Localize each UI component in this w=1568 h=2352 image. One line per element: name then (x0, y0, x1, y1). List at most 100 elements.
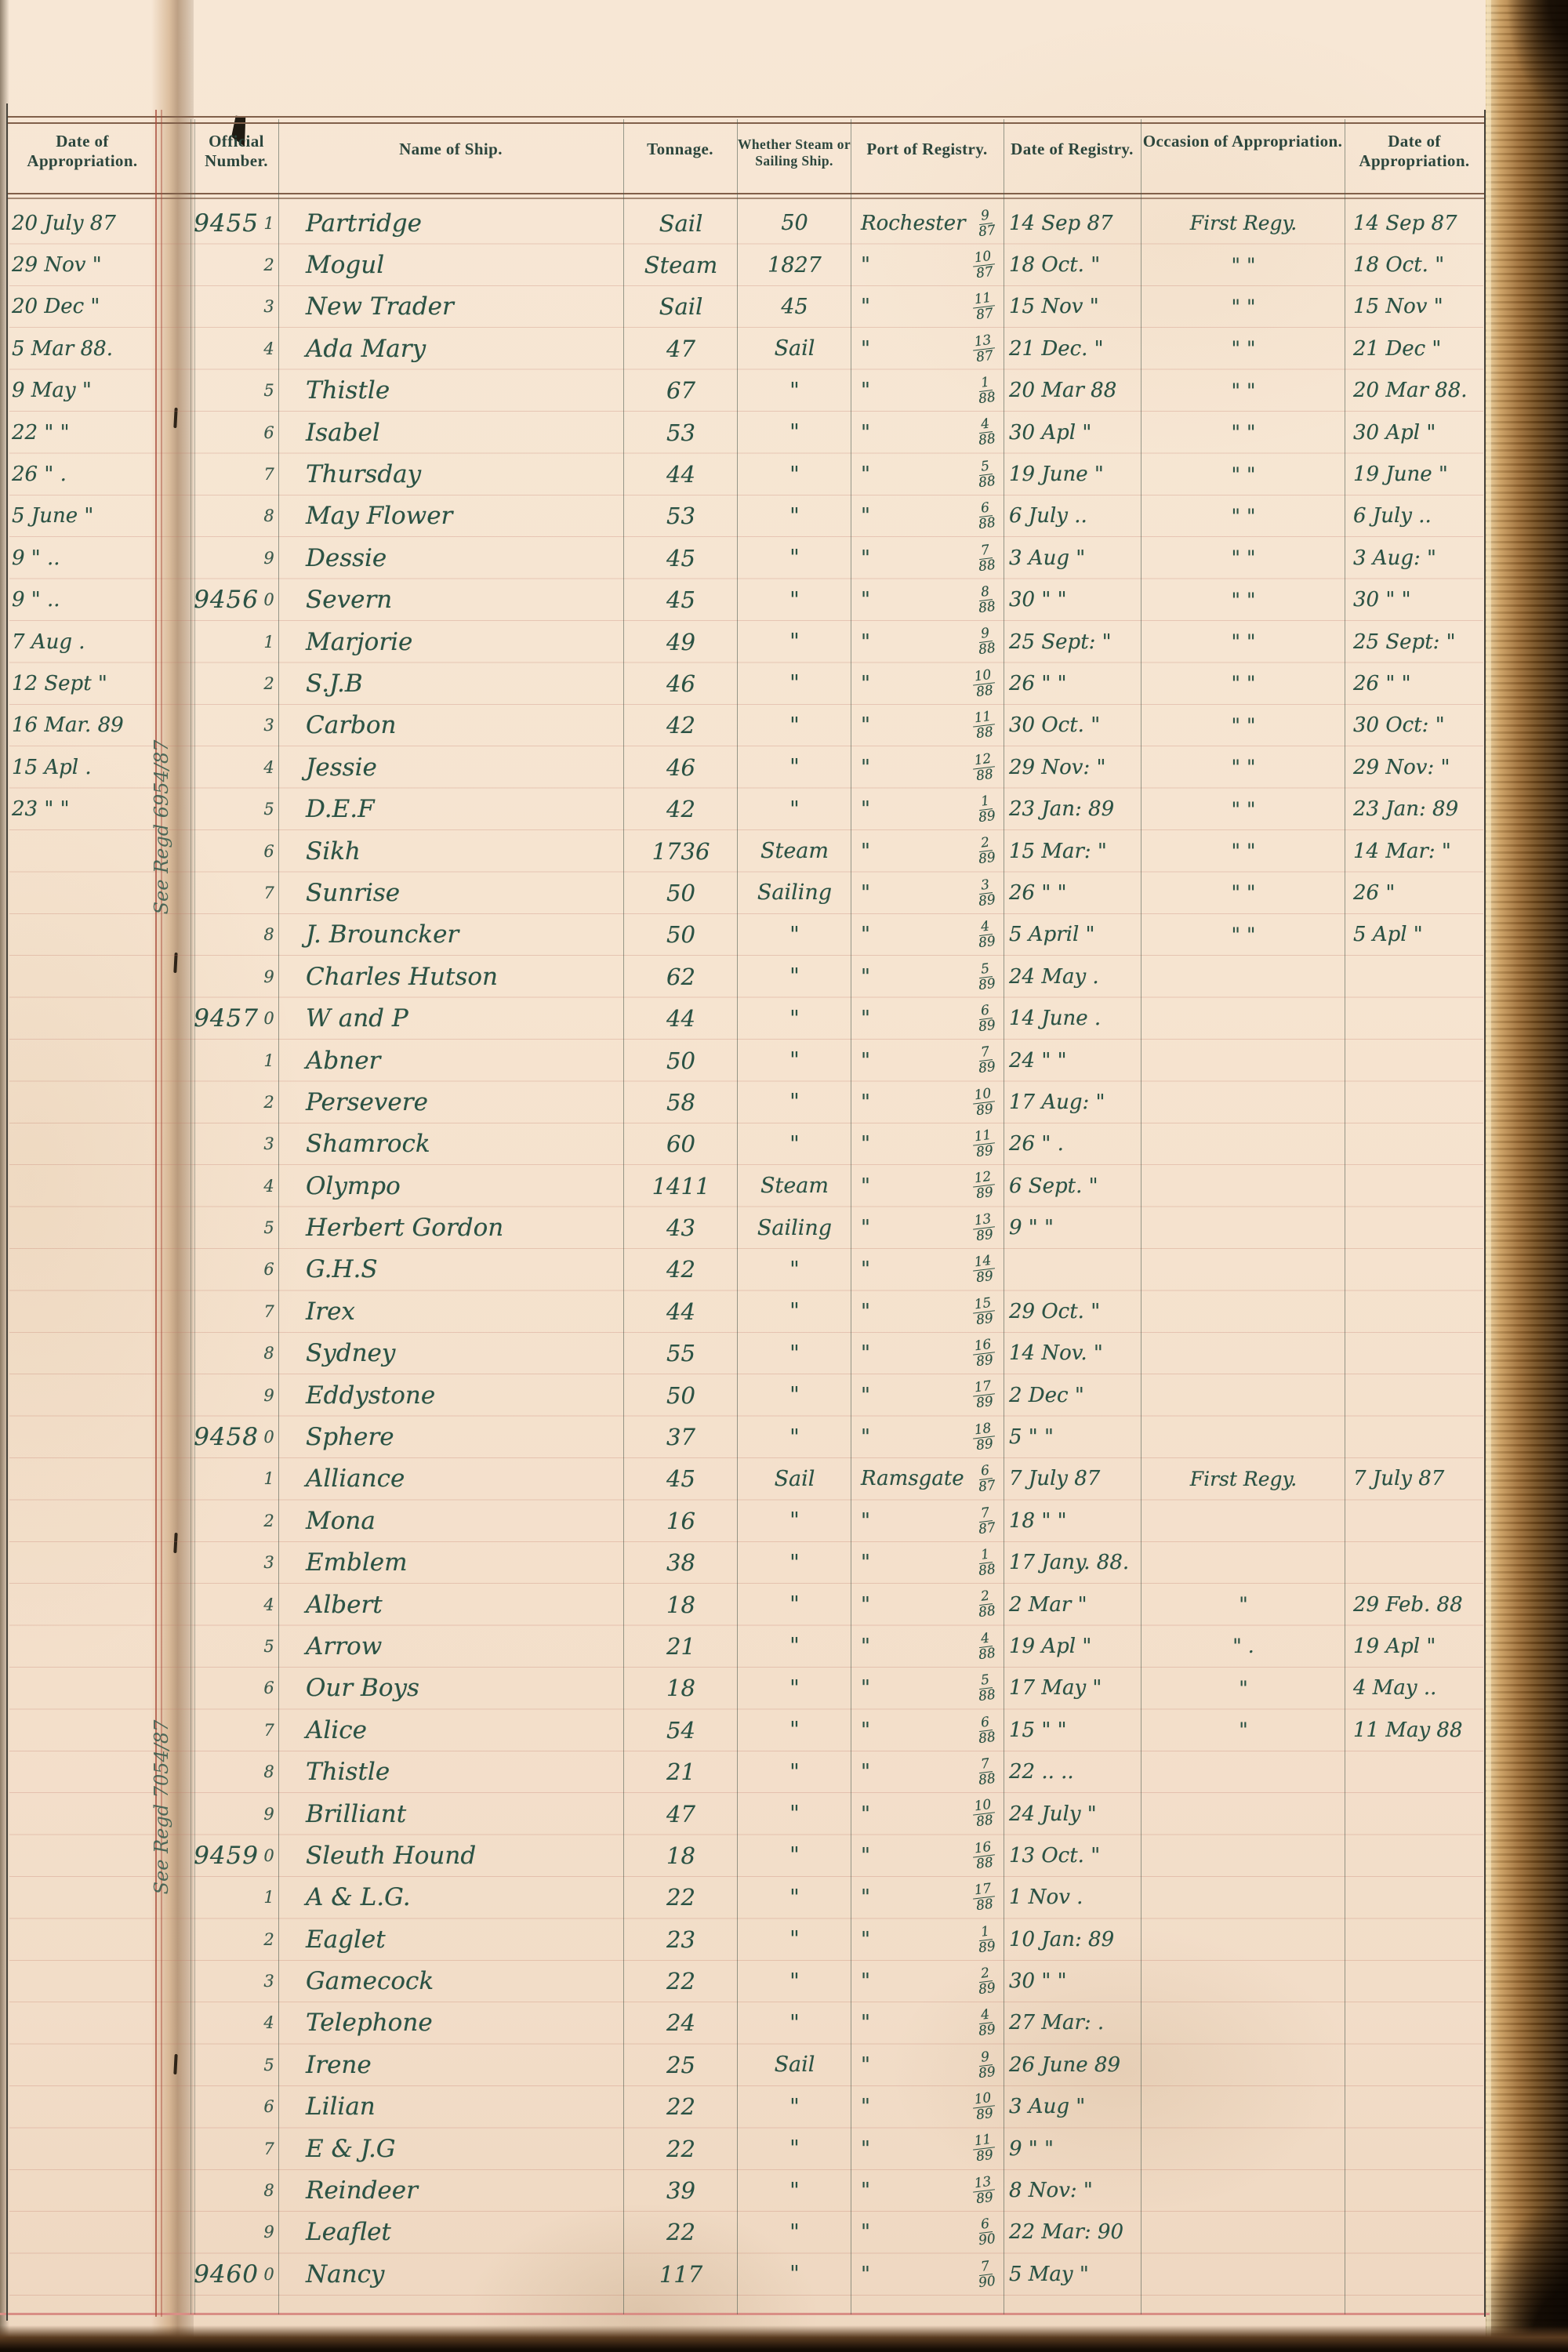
cell-occasion-of-appropriation: " " (1231, 672, 1256, 695)
cell-ship-name: Our Boys (306, 1674, 419, 1703)
cell-date-of-registry: 17 May " (1009, 1676, 1102, 1700)
cell-port-name: " (861, 1174, 870, 1198)
cell-date-of-registry: 30 Oct. " (1009, 713, 1101, 738)
cell-port-name: " (861, 839, 870, 863)
cell-ship-name: Ada Mary (306, 334, 426, 363)
cell-ship-name: Carbon (306, 711, 397, 740)
cell-steam-or-sail: " (789, 546, 800, 571)
cell-official-number-digit: 6 (263, 1260, 274, 1279)
cell-official-number-digit: 6 (263, 1679, 274, 1698)
cell-registry-fraction: 7 87 (978, 1504, 997, 1537)
cell-port-name: " (861, 797, 870, 822)
cell-date-of-appropriation-left: 9 " .. (12, 546, 60, 570)
cell-occasion-of-appropriation: " " (1231, 337, 1256, 361)
cell-registry-fraction: 9 89 (978, 2049, 997, 2082)
ledger-row: 8 Thistle 21 " " 7 88 22 .. .. (12, 1751, 1490, 1792)
cell-official-number-digit: 3 (263, 716, 274, 735)
cell-tonnage: 23 (666, 1926, 695, 1953)
cell-tonnage: 45 (666, 1465, 695, 1493)
cell-port-name: " (861, 2011, 870, 2035)
cell-tonnage: 22 (666, 1968, 695, 1995)
cell-date-of-appropriation-right: 6 July .. (1353, 504, 1432, 528)
cell-date-of-appropriation-left: 29 Nov " (12, 253, 102, 278)
cell-steam-or-sail: Sailing (757, 880, 833, 906)
rule-header-bottom-inner (8, 198, 1485, 199)
cell-steam-or-sail: " (789, 1634, 800, 1659)
ledger-row: 1 Alliance 45 Sail Ramsgate 6 87 7 July 87 First… (12, 1458, 1490, 1500)
cell-port-of-registry: " 13 89 (851, 1211, 1004, 1244)
cell-date-of-registry: 2 Mar " (1009, 1592, 1087, 1617)
cell-date-of-appropriation-left: 26 " . (12, 463, 67, 487)
cell-port-of-registry: " 10 88 (851, 1797, 1004, 1830)
cell-steam-or-sail: " (789, 1341, 800, 1366)
cell-tonnage: 49 (666, 628, 695, 655)
cell-tonnage: 38 (666, 1549, 695, 1577)
cell-ship-name: New Trader (306, 292, 454, 321)
cell-port-of-registry: " 10 88 (851, 667, 1004, 700)
cell-port-name: " (861, 253, 870, 278)
cell-occasion-of-appropriation: " " (1231, 253, 1256, 277)
cell-port-name: " (861, 1843, 870, 1867)
cell-port-name: " (861, 1299, 870, 1323)
cell-tonnage: 42 (666, 1256, 695, 1283)
cell-registry-fraction: 6 88 (978, 499, 997, 533)
cell-tonnage: 58 (666, 1088, 695, 1116)
cell-ship-name: Partridge (306, 209, 422, 238)
ledger-row: 1 A & L.G. 22 " " 17 88 1 Nov . (12, 1877, 1490, 1918)
cell-steam-or-sail: " (789, 755, 800, 780)
cell-port-of-registry: " 6 88 (851, 1714, 1004, 1746)
cell-port-of-registry: " 8 88 (851, 584, 1004, 616)
cell-date-of-appropriation-left: 9 " .. (12, 588, 60, 612)
ledger-row: 15 Apl . 4 Jessie 46 " " 12 88 29 Nov: " " " 29 No… (12, 746, 1490, 788)
cell-ship-name: D.E.F (306, 795, 375, 824)
cell-registry-fraction: 16 89 (971, 1337, 996, 1370)
rule-col-steam (737, 119, 738, 2314)
cell-steam-or-sail: Sail (774, 1466, 815, 1491)
cell-official-number-digit: 7 (263, 1720, 274, 1740)
cell-ship-name: J. Brouncker (306, 920, 459, 949)
cell-port-name: " (861, 336, 870, 361)
cell-official-number-digit: 4 (263, 2013, 274, 2033)
cell-port-of-registry: " 11 89 (851, 1127, 1004, 1160)
cell-date-of-registry: 3 Aug " (1009, 546, 1086, 570)
cell-date-of-registry: 5 April " (1009, 923, 1095, 947)
cell-steam-or-sail: " (789, 1592, 800, 1617)
cell-tonnage: 21 (666, 1632, 695, 1660)
cell-steam-or-sail: " (789, 378, 800, 403)
cell-ship-name: Emblem (306, 1548, 408, 1577)
ledger-row: 29 Nov " 2 Mogul Steam 1827 " 10 87 18 Oct. " " "… (12, 244, 1490, 285)
cell-steam-or-sail: " (789, 797, 800, 822)
ledger-row: 7 Sunrise 50 Sailing " 3 89 26 " " " " 26 " (12, 872, 1490, 913)
cell-date-of-appropriation-right: 5 Apl " (1353, 923, 1423, 947)
ledger-row: 7 Aug . 1 Marjorie 49 " " 9 88 25 Sept: " " " 25 S… (12, 621, 1490, 662)
cell-port-name: " (861, 880, 870, 905)
cell-port-of-registry: " 9 89 (851, 2049, 1004, 2082)
cell-registry-fraction: 4 88 (978, 1630, 997, 1663)
cell-tonnage: Sail (659, 209, 703, 237)
ledger-row: 9 Eddystone 50 " " 17 89 2 Dec " (12, 1374, 1490, 1416)
cell-steam-or-sail: " (789, 1927, 800, 1952)
cell-ship-name: Sphere (306, 1423, 394, 1452)
cell-tonnage: 53 (666, 419, 695, 446)
cell-registry-fraction: 5 88 (978, 1671, 997, 1705)
cell-port-name: " (861, 1592, 870, 1617)
ledger-row: 7 Irex 44 " " 15 89 29 Oct. " (12, 1290, 1490, 1332)
cell-date-of-registry: 29 Nov: " (1009, 755, 1106, 779)
cell-official-number-digit: 7 (263, 2139, 274, 2158)
cell-date-of-appropriation-left: 20 July 87 (12, 211, 116, 235)
cell-tonnage: 50 (666, 879, 695, 906)
cell-occasion-of-appropriation: " " (1231, 630, 1256, 654)
cell-official-number-digit: 9 (263, 548, 274, 568)
cell-port-of-registry: " 10 89 (851, 2090, 1004, 2123)
cell-steam-or-sail: " (789, 1675, 800, 1700)
cell-registry-fraction: 17 89 (971, 1378, 996, 1411)
cell-official-number-group: 9457 (194, 1004, 259, 1033)
cell-date-of-registry: 15 Mar: " (1009, 839, 1107, 863)
cell-official-number-digit: 3 (263, 1972, 274, 1991)
cell-tonnage: 25 (666, 2051, 695, 2078)
cell-port-name: " (861, 2053, 870, 2077)
cell-date-of-appropriation-right: 14 Mar: " (1353, 839, 1451, 863)
cell-port-name: " (861, 463, 870, 487)
cell-tonnage: 44 (666, 461, 695, 488)
cell-date-of-appropriation-left: 23 " " (12, 797, 70, 822)
